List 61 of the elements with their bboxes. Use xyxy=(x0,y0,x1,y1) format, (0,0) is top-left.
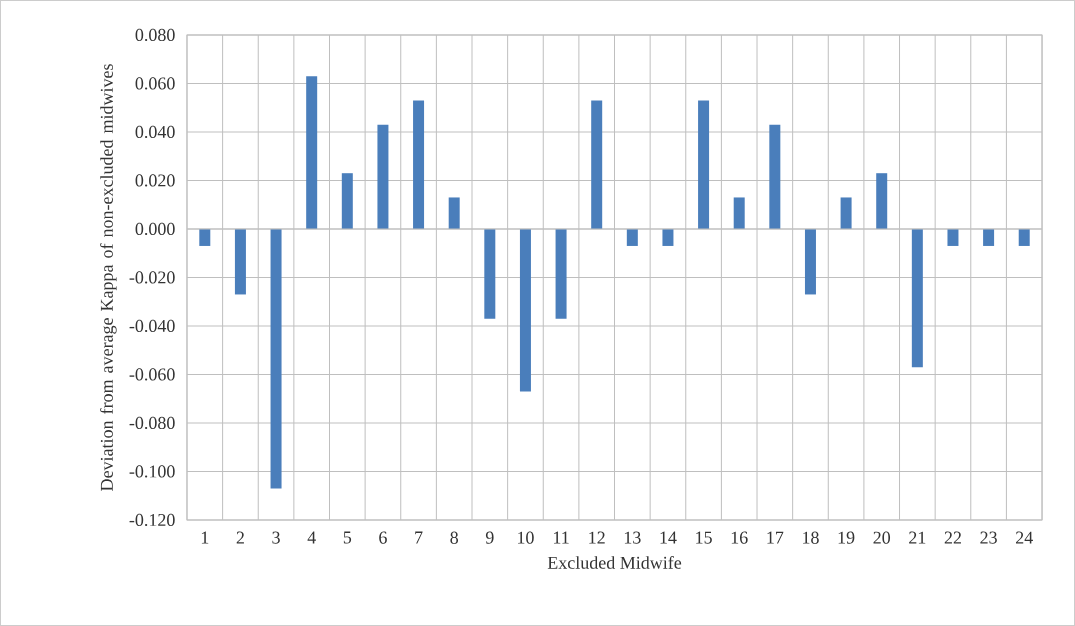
bar xyxy=(234,229,246,295)
bar xyxy=(341,173,353,229)
bar xyxy=(626,229,638,246)
x-tick-label: 1 xyxy=(201,531,209,544)
bar xyxy=(804,229,816,295)
x-tick-label: 5 xyxy=(343,531,352,544)
bar xyxy=(377,124,389,229)
y-tick-label: -0.120 xyxy=(129,513,175,527)
y-tick-label: -0.020 xyxy=(129,271,175,284)
bar xyxy=(413,100,425,229)
x-tick-label: 18 xyxy=(803,531,819,544)
bar xyxy=(947,229,959,246)
x-tick-label: 7 xyxy=(415,531,423,544)
bar xyxy=(1018,229,1030,246)
x-axis-title: Excluded Midwife xyxy=(547,556,682,569)
bar xyxy=(840,197,852,229)
bar xyxy=(306,76,318,229)
y-tick-label: 0.060 xyxy=(135,77,175,90)
x-tick-label: 17 xyxy=(767,531,784,544)
bar xyxy=(876,173,888,229)
x-tick-label: 20 xyxy=(873,531,891,544)
y-axis-title: Deviation from average Kappa of non-excluded midwives xyxy=(100,64,117,491)
bar xyxy=(698,100,710,229)
bar xyxy=(270,229,282,489)
x-tick-label: 22 xyxy=(944,531,961,544)
x-tick-label: 13 xyxy=(624,531,641,544)
bar xyxy=(448,197,460,229)
x-tick-label: 3 xyxy=(272,531,280,544)
x-tick-label: 21 xyxy=(909,531,926,544)
y-tick-label: -0.060 xyxy=(129,368,175,381)
y-tick-label: 0.020 xyxy=(135,174,175,187)
x-tick-label: 23 xyxy=(980,531,997,544)
x-tick-label: 24 xyxy=(1016,531,1033,544)
x-tick-label: 6 xyxy=(379,531,387,544)
bar xyxy=(519,229,531,392)
x-tick-label: 14 xyxy=(660,531,677,544)
x-tick-label: 4 xyxy=(307,531,316,544)
bar xyxy=(484,229,496,319)
x-tick-label: 16 xyxy=(731,531,748,544)
bar xyxy=(662,229,674,246)
y-tick-label: 0.080 xyxy=(135,28,175,42)
x-tick-label: 15 xyxy=(696,531,712,544)
y-tick-label: 0.000 xyxy=(135,222,175,236)
x-tick-label: 2 xyxy=(236,531,244,544)
y-tick-label: -0.100 xyxy=(129,465,175,478)
y-tick-label: 0.040 xyxy=(135,125,175,139)
bar xyxy=(555,229,567,319)
bar xyxy=(983,229,995,246)
x-tick-label: 10 xyxy=(518,531,534,544)
x-tick-label: 12 xyxy=(589,531,605,544)
x-tick-label: 11 xyxy=(553,531,569,544)
x-tick-label: 19 xyxy=(838,531,855,544)
bar xyxy=(199,229,211,246)
x-tick-label: 9 xyxy=(485,531,494,544)
bar xyxy=(591,100,603,229)
bar xyxy=(911,229,923,368)
y-tick-label: -0.080 xyxy=(129,416,175,430)
x-tick-label: 8 xyxy=(450,531,459,544)
bar xyxy=(769,124,781,229)
bar xyxy=(733,197,745,229)
y-tick-label: -0.040 xyxy=(129,319,175,333)
